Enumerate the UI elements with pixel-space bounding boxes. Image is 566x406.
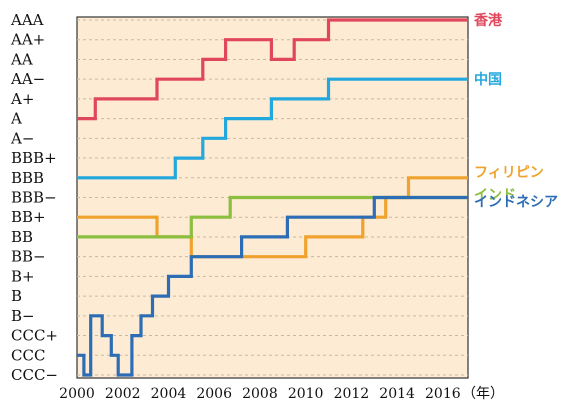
series-line-4	[77, 195, 468, 377]
y-tick-label: BB−	[11, 248, 46, 266]
x-tick-label: 2002	[105, 386, 141, 402]
y-tick-label: A−	[10, 129, 34, 147]
y-tick-label: A	[10, 110, 22, 128]
y-tick-label: AA	[10, 50, 33, 68]
y-tick-label: AA−	[10, 70, 45, 88]
grid-lines	[77, 19, 468, 376]
series-label-2: フィリピン	[474, 165, 544, 181]
y-tick-label: BBB	[11, 169, 44, 187]
y-tick-label: BBB+	[11, 149, 57, 167]
series-lines	[77, 18, 468, 377]
series-line-0	[77, 18, 468, 121]
y-tick-label: A+	[10, 90, 34, 108]
y-tick-label: B	[11, 287, 22, 305]
x-tick-label: 2010	[288, 386, 324, 402]
y-tick-label: AA+	[10, 31, 45, 49]
y-tick-label: BBB−	[11, 189, 57, 207]
x-tick-label: 2004	[151, 386, 187, 402]
series-line-1	[77, 77, 468, 180]
y-tick-label: B−	[11, 307, 35, 325]
series-label-0: 香港	[473, 12, 503, 29]
x-tick-label: 2008	[242, 386, 278, 402]
y-tick-label: B+	[11, 267, 35, 285]
series-label-3: インド	[474, 188, 516, 204]
y-tick-label: CCC−	[11, 366, 58, 384]
y-tick-label: BB+	[11, 208, 46, 226]
x-tick-label: 2006	[196, 386, 232, 402]
y-tick-label: BB	[11, 228, 33, 246]
y-tick-label: CCC	[11, 346, 45, 364]
x-unit-label: （年）	[462, 386, 504, 402]
y-axis-labels: CCC−CCCCCC+B−BB+BB−BBBB+BBB−BBBBBB+A−AA+…	[10, 11, 58, 384]
y-tick-label: CCC+	[11, 327, 58, 345]
x-tick-label: 2014	[379, 386, 415, 402]
series-line-3	[77, 195, 468, 239]
series-label-4: インドネシア	[474, 195, 558, 211]
x-axis-labels: 2000 2002 2004 2006 2008 2010 2012 2014 2016	[59, 386, 461, 402]
y-tick-label: AAA	[10, 11, 44, 29]
x-tick-label: 2016	[425, 386, 461, 402]
x-tick-label: 2000	[59, 386, 95, 402]
series-label-1: 中国	[474, 71, 502, 88]
x-tick-label: 2012	[334, 386, 370, 402]
